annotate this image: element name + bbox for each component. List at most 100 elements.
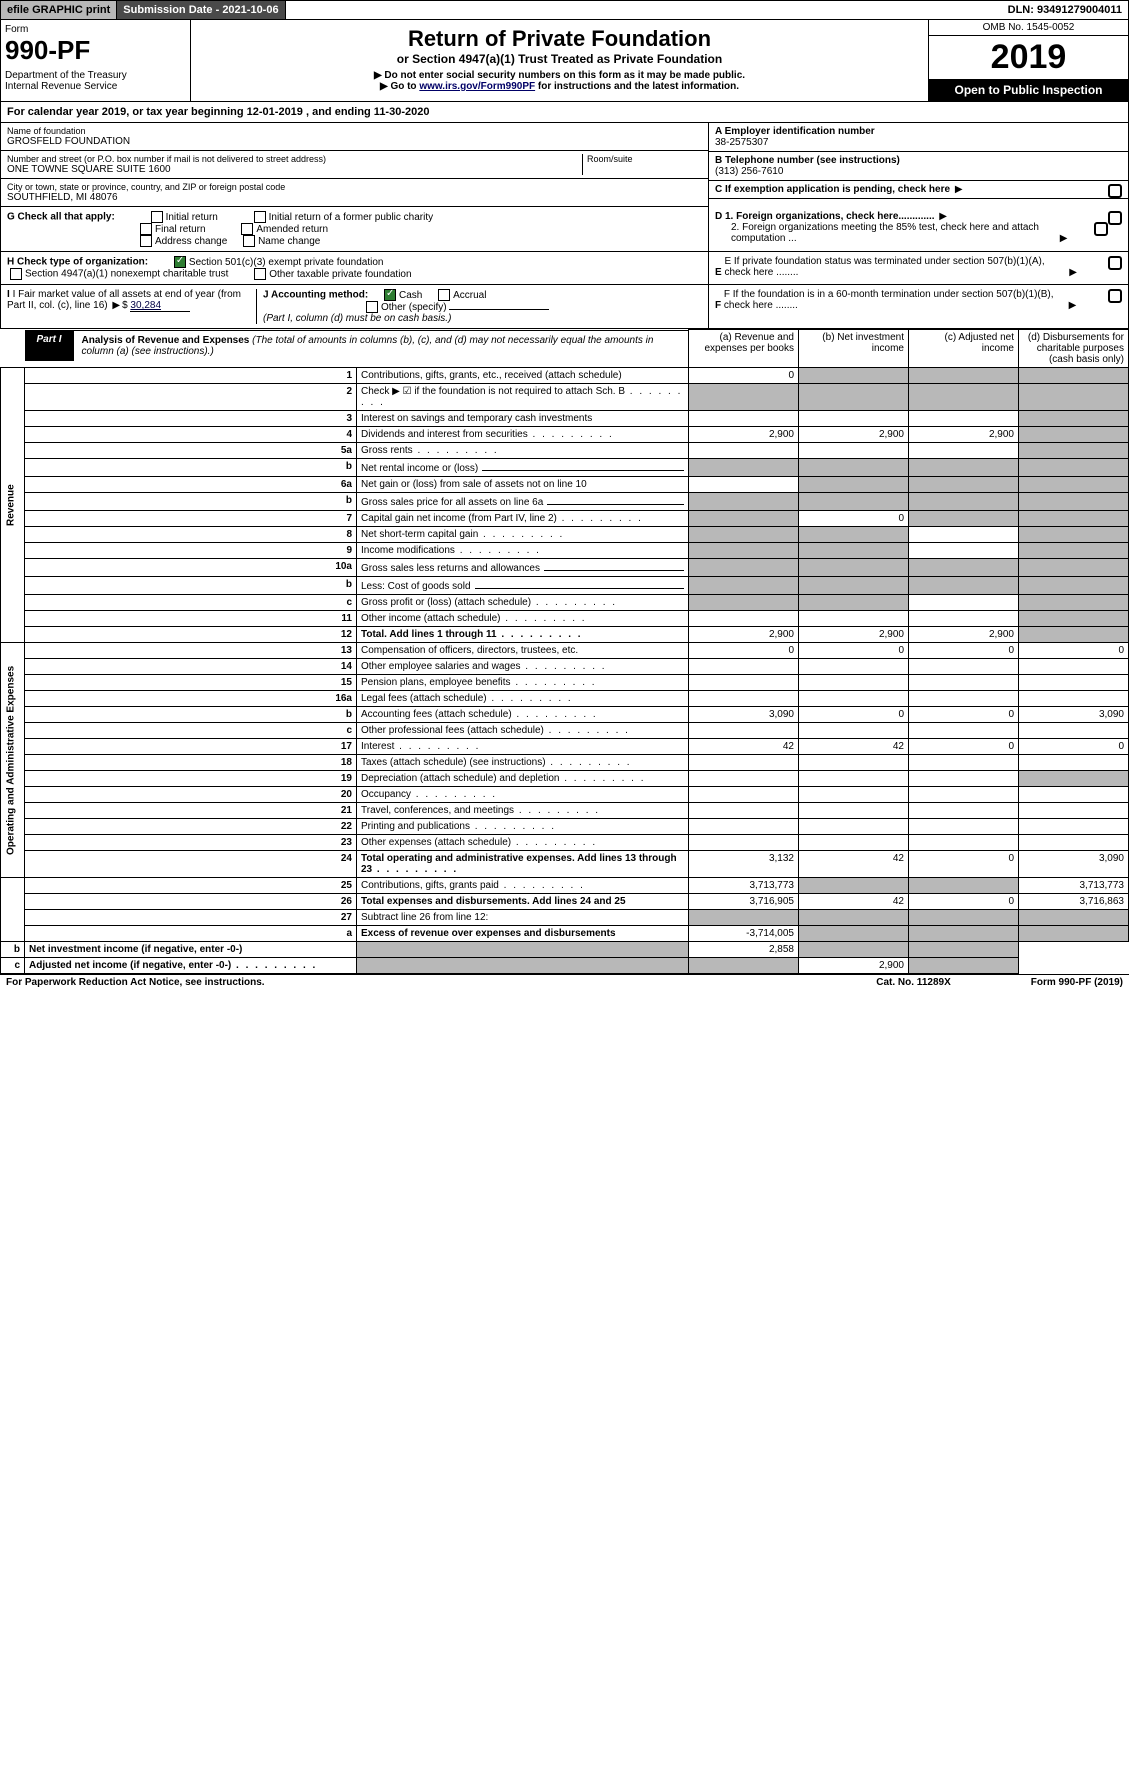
section-h-e: H Check type of organization: Section 50…: [0, 252, 1129, 285]
cell: [1019, 803, 1129, 819]
checkbox-d1[interactable]: [1108, 211, 1122, 225]
row-num: 2: [25, 384, 357, 411]
row-num: 6a: [25, 477, 357, 493]
table-row: 12Total. Add lines 1 through 112,9002,90…: [1, 627, 1129, 643]
cell: [1019, 926, 1129, 942]
cell: 0: [909, 707, 1019, 723]
cell: 2,900: [689, 427, 799, 443]
row-num: b: [25, 493, 357, 511]
checkbox-c[interactable]: [1108, 184, 1122, 198]
table-row: 3Interest on savings and temporary cash …: [1, 411, 1129, 427]
cell: [799, 675, 909, 691]
chk-name[interactable]: [243, 235, 255, 247]
row-num: 20: [25, 787, 357, 803]
table-row: 5aGross rents: [1, 443, 1129, 459]
dln: DLN: 93491279004011: [1002, 1, 1128, 19]
row-desc: Adjusted net income (if negative, enter …: [25, 958, 357, 974]
open-public: Open to Public Inspection: [929, 79, 1128, 101]
row-num: b: [1, 942, 25, 958]
cell: [799, 368, 909, 384]
cell: [799, 787, 909, 803]
chk-initial-former[interactable]: [254, 211, 266, 223]
table-row: 26Total expenses and disbursements. Add …: [1, 894, 1129, 910]
checkbox-e[interactable]: [1108, 256, 1122, 270]
chk-accrual[interactable]: [438, 289, 450, 301]
table-row: bAccounting fees (attach schedule)3,0900…: [1, 707, 1129, 723]
table-row: 24Total operating and administrative exp…: [1, 851, 1129, 878]
checkbox-d2[interactable]: [1094, 222, 1108, 236]
cell: 2,900: [909, 427, 1019, 443]
cell: [909, 878, 1019, 894]
cell: [1019, 659, 1129, 675]
cell: 3,716,905: [689, 894, 799, 910]
row-num: 26: [25, 894, 357, 910]
row-desc: Legal fees (attach schedule): [357, 691, 689, 707]
cell: [799, 577, 909, 595]
phone-cell: B Telephone number (see instructions) (3…: [709, 152, 1128, 181]
form-url-link[interactable]: www.irs.gov/Form990PF: [419, 81, 535, 92]
chk-final[interactable]: [140, 223, 152, 235]
cell: 42: [689, 739, 799, 755]
row-desc: Depreciation (attach schedule) and deple…: [357, 771, 689, 787]
cell: [689, 771, 799, 787]
cell: [1019, 595, 1129, 611]
chk-other-method[interactable]: [366, 301, 378, 313]
row-num: 1: [25, 368, 357, 384]
fmv-link[interactable]: 30,284: [130, 300, 190, 312]
chk-amended[interactable]: [241, 223, 253, 235]
row-num: b: [25, 577, 357, 595]
row-num: 11: [25, 611, 357, 627]
table-row: 19Depreciation (attach schedule) and dep…: [1, 771, 1129, 787]
chk-address[interactable]: [140, 235, 152, 247]
cell: 3,090: [689, 707, 799, 723]
ein-cell: A Employer identification number 38-2575…: [709, 123, 1128, 152]
cell: [799, 942, 909, 958]
row-desc: Total operating and administrative expen…: [357, 851, 689, 878]
cell: 0: [909, 894, 1019, 910]
row-desc: Net rental income or (loss): [357, 459, 689, 477]
section-d: D 1. Foreign organizations, check here..…: [708, 207, 1128, 251]
cell: [1019, 459, 1129, 477]
cell: [909, 477, 1019, 493]
row-desc: Subtract line 26 from line 12:: [357, 910, 689, 926]
cell: [799, 723, 909, 739]
chk-cash[interactable]: [384, 289, 396, 301]
row-desc: Other professional fees (attach schedule…: [357, 723, 689, 739]
chk-initial[interactable]: [151, 211, 163, 223]
table-row: 21Travel, conferences, and meetings: [1, 803, 1129, 819]
form-title: Return of Private Foundation: [197, 26, 922, 52]
cell: [689, 459, 799, 477]
row-num: 25: [25, 878, 357, 894]
row-desc: Total. Add lines 1 through 11: [357, 627, 689, 643]
section-f: F F If the foundation is in a 60-month t…: [708, 285, 1128, 328]
cell: [909, 611, 1019, 627]
table-row: 22Printing and publications: [1, 819, 1129, 835]
cell: 0: [799, 707, 909, 723]
row-desc: Less: Cost of goods sold: [357, 577, 689, 595]
chk-4947[interactable]: [10, 268, 22, 280]
cell: [689, 443, 799, 459]
cell: [909, 511, 1019, 527]
cell: 2,900: [799, 627, 909, 643]
row-num: 18: [25, 755, 357, 771]
cell: [909, 787, 1019, 803]
cell: 2,900: [689, 627, 799, 643]
cell: [909, 723, 1019, 739]
chk-501c3[interactable]: [174, 256, 186, 268]
row-desc: Other expenses (attach schedule): [357, 835, 689, 851]
chk-other-tax[interactable]: [254, 268, 266, 280]
table-row: 27Subtract line 26 from line 12:: [1, 910, 1129, 926]
table-row: bLess: Cost of goods sold: [1, 577, 1129, 595]
row-desc: Compensation of officers, directors, tru…: [357, 643, 689, 659]
row-num: 13: [25, 643, 357, 659]
cell: [689, 493, 799, 511]
section-e: E E If private foundation status was ter…: [708, 252, 1128, 284]
cell: [689, 384, 799, 411]
cell: [909, 835, 1019, 851]
row-desc: Net short-term capital gain: [357, 527, 689, 543]
cell: [909, 755, 1019, 771]
row-desc: Interest on savings and temporary cash i…: [357, 411, 689, 427]
table-row: 11Other income (attach schedule): [1, 611, 1129, 627]
section-g-d: G Check all that apply: Initial return I…: [0, 207, 1129, 252]
checkbox-f[interactable]: [1108, 289, 1122, 303]
